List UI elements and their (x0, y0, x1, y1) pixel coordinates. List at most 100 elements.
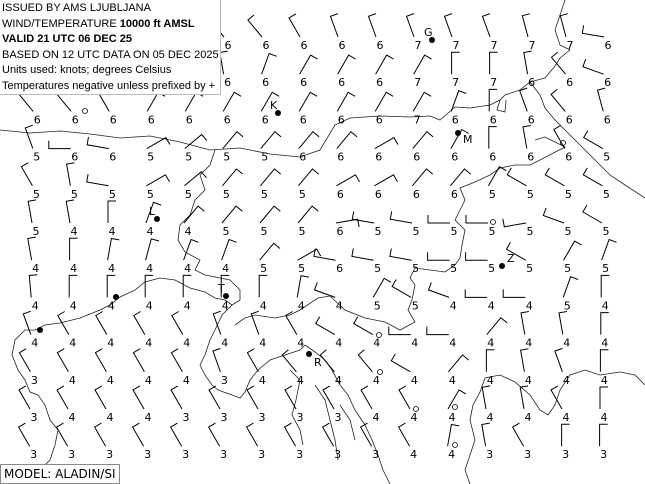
temperature-label: 7 (453, 39, 460, 52)
wind-barb (299, 54, 318, 75)
station-label: K (270, 99, 278, 112)
wind-barb (581, 25, 605, 38)
temperature-label: 6 (262, 76, 269, 89)
wind-barb (321, 422, 335, 447)
station-dot (306, 351, 312, 357)
temperature-label: 5 (489, 225, 496, 238)
wind-barb (336, 91, 356, 112)
wind-barb (220, 274, 230, 298)
temperature-label: 6 (376, 113, 383, 126)
temperature-label: 6 (225, 39, 232, 52)
temperature-label: 3 (220, 448, 227, 461)
wind-barb (389, 211, 413, 224)
wind-barb (427, 282, 450, 298)
temperature-label: 5 (603, 188, 610, 201)
western-border (177, 149, 241, 306)
wind-barb (488, 126, 497, 149)
wind-barb (447, 423, 460, 447)
wind-barb (337, 54, 356, 75)
wind-barb (133, 311, 146, 335)
wind-barb (260, 91, 280, 112)
wind-barb (522, 125, 531, 149)
station-dot (499, 263, 505, 269)
issuer-line: ISSUED BY AMS LJUBLJANA (2, 2, 151, 14)
wind-barb (145, 238, 160, 261)
temperature-label: 5 (603, 151, 610, 164)
temperature-label: 4 (108, 299, 115, 312)
temperature-label: 4 (373, 374, 380, 387)
level-line: WIND/TEMPERATURE 10000 ft AMSL (2, 17, 220, 33)
wind-barb (450, 168, 472, 187)
temperature-label: 7 (415, 39, 422, 52)
wind-barb (24, 124, 34, 149)
temperature-label: 4 (70, 299, 77, 312)
wind-barb (599, 349, 609, 372)
wind-barb (288, 13, 301, 38)
temperature-label: 7 (491, 39, 498, 52)
wind-barb (315, 316, 336, 336)
temperature-label: 5 (261, 225, 268, 238)
wind-barb (212, 347, 221, 372)
wind-barb (335, 218, 360, 228)
temperature-label: 3 (144, 448, 151, 461)
wind-barb (519, 385, 529, 410)
temperature-label: 3 (106, 448, 113, 461)
wind-barb (169, 422, 183, 447)
town-marker (490, 219, 496, 225)
temperature-label: 5 (109, 188, 116, 201)
wind-barb (170, 385, 183, 410)
temperature-label: 3 (562, 448, 569, 461)
wind-barb (56, 348, 69, 373)
wind-barb (465, 215, 488, 224)
wind-barb (388, 326, 411, 336)
temperature-label: 4 (69, 374, 76, 387)
wind-barb (56, 385, 69, 410)
wind-barb (260, 168, 282, 187)
wind-barb (298, 91, 318, 112)
temperature-label: 4 (448, 448, 455, 461)
inner-border (234, 99, 566, 331)
wind-barb (259, 242, 281, 261)
temperature-label: 4 (373, 337, 380, 350)
wind-barb (550, 385, 563, 410)
wind-barb (246, 385, 259, 410)
wind-barb (66, 162, 75, 186)
temperature-label: 4 (31, 337, 38, 350)
temperature-label: 6 (299, 151, 306, 164)
temperature-label: 4 (298, 299, 305, 312)
temperature-label: 4 (107, 374, 114, 387)
wind-barb (336, 174, 360, 187)
temperature-label: 6 (337, 151, 344, 164)
temperature-label: 6 (527, 151, 534, 164)
station-dot (275, 110, 281, 116)
wind-barb (599, 386, 608, 409)
wind-barb (297, 248, 322, 261)
wind-barb (374, 174, 398, 187)
temperature-label: 4 (259, 337, 266, 350)
town-marker (413, 406, 419, 412)
wind-barb (212, 310, 222, 335)
wind-barb (48, 140, 71, 150)
temperature-label: 4 (488, 299, 495, 312)
wind-barb (367, 13, 377, 38)
temperature-label: 6 (490, 113, 497, 126)
station-label: M (463, 133, 473, 146)
wind-barb (22, 310, 32, 335)
wind-barb (86, 136, 109, 150)
wind-barb (550, 51, 566, 75)
temperatures-layer: 6 6 6 6 6 7 7 7 7 7 6 6 6 6 6 6 7 7 7 6 6 6 6 6 6 6 6 6 6 6 6 6 7 6 6 6 6 6 5 6… (30, 39, 611, 461)
temperature-label: 6 (451, 151, 458, 164)
temperature-label: 5 (260, 262, 267, 275)
temperature-label: 4 (107, 337, 114, 350)
temperature-label: 7 (414, 76, 421, 89)
flight-level: 10000 ft AMSL (119, 17, 195, 30)
wind-barb (582, 167, 603, 187)
temperature-label: 3 (68, 448, 75, 461)
temperature-label: 6 (413, 188, 420, 201)
temperature-label: 3 (335, 411, 342, 424)
wind-barb (443, 13, 453, 38)
temperature-label: 4 (601, 374, 608, 387)
temperature-label: 6 (224, 113, 231, 126)
temperature-label: 4 (336, 299, 343, 312)
temperature-label: 4 (185, 225, 192, 238)
